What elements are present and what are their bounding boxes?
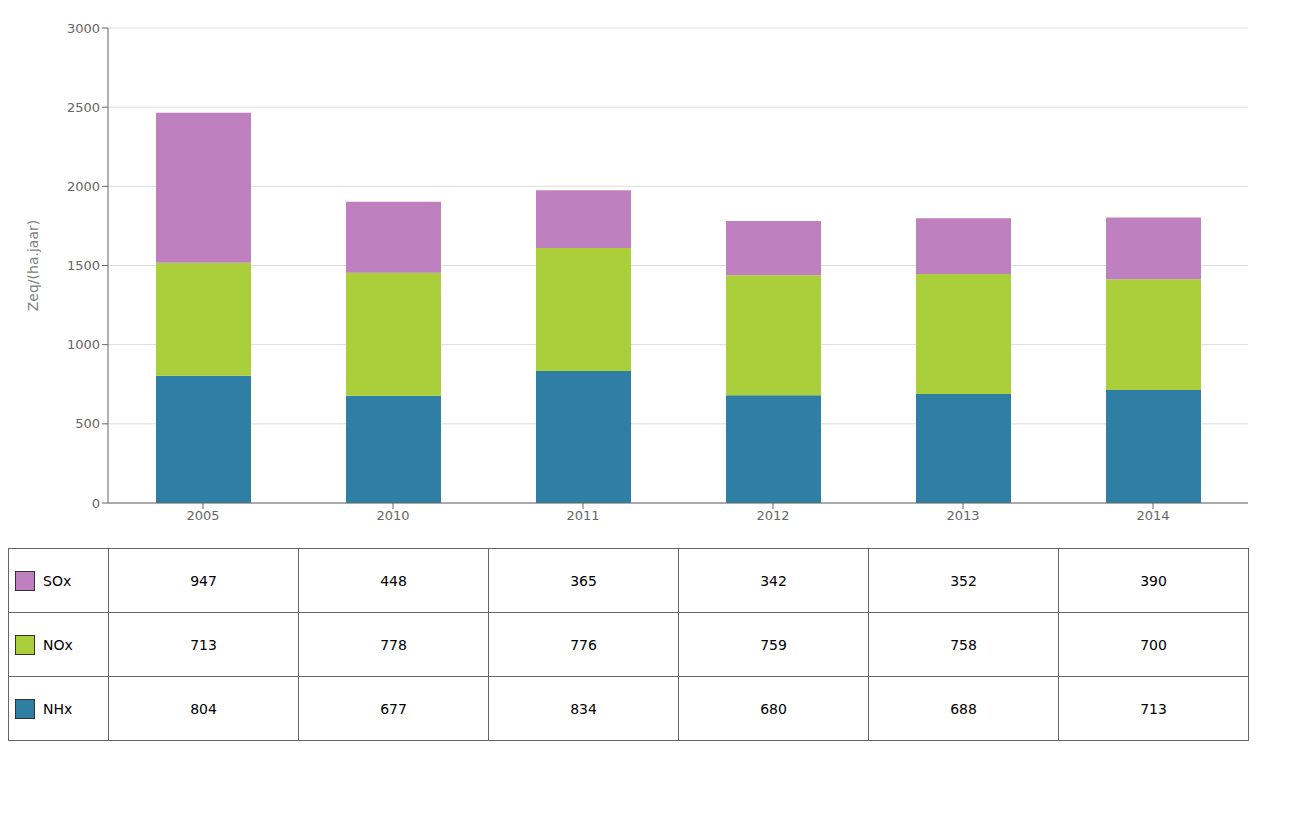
svg-text:Zeq/(ha.jaar): Zeq/(ha.jaar) bbox=[25, 220, 41, 311]
svg-text:2012: 2012 bbox=[756, 508, 789, 523]
svg-text:2005: 2005 bbox=[186, 508, 219, 523]
html-text:713: 713 bbox=[1140, 700, 1167, 717]
html-text:NHx: NHx bbox=[43, 700, 73, 717]
html-text:713: 713 bbox=[190, 636, 217, 653]
html-text:778: 778 bbox=[380, 636, 407, 653]
svg-text:3000: 3000 bbox=[67, 21, 100, 36]
html-text:677: 677 bbox=[380, 700, 407, 717]
svg-text:2010: 2010 bbox=[376, 508, 409, 523]
svg-text:2013: 2013 bbox=[946, 508, 979, 523]
html-text:352: 352 bbox=[950, 572, 977, 589]
svg-text:1000: 1000 bbox=[67, 337, 100, 352]
html-text:NOx: NOx bbox=[43, 636, 73, 653]
html-text:448: 448 bbox=[380, 572, 407, 589]
svg-text:1500: 1500 bbox=[67, 258, 100, 273]
html-text:759: 759 bbox=[760, 636, 787, 653]
html-text:688: 688 bbox=[950, 700, 977, 717]
html-text:758: 758 bbox=[950, 636, 977, 653]
html-text:834: 834 bbox=[570, 700, 597, 717]
html-text:390: 390 bbox=[1140, 572, 1167, 589]
svg-text:2011: 2011 bbox=[566, 508, 599, 523]
html-text:804: 804 bbox=[190, 700, 217, 717]
html-text:680: 680 bbox=[760, 700, 787, 717]
html-text:776: 776 bbox=[570, 636, 597, 653]
svg-text:0: 0 bbox=[92, 496, 100, 511]
html-text:947: 947 bbox=[190, 572, 217, 589]
svg-text:2500: 2500 bbox=[67, 100, 100, 115]
html-text:342: 342 bbox=[760, 572, 787, 589]
html-text:SOx: SOx bbox=[43, 572, 72, 589]
svg-text:500: 500 bbox=[75, 416, 100, 431]
svg-text:2014: 2014 bbox=[1136, 508, 1169, 523]
html-text:700: 700 bbox=[1140, 636, 1167, 653]
svg-text:2000: 2000 bbox=[67, 179, 100, 194]
html-text:365: 365 bbox=[570, 572, 597, 589]
